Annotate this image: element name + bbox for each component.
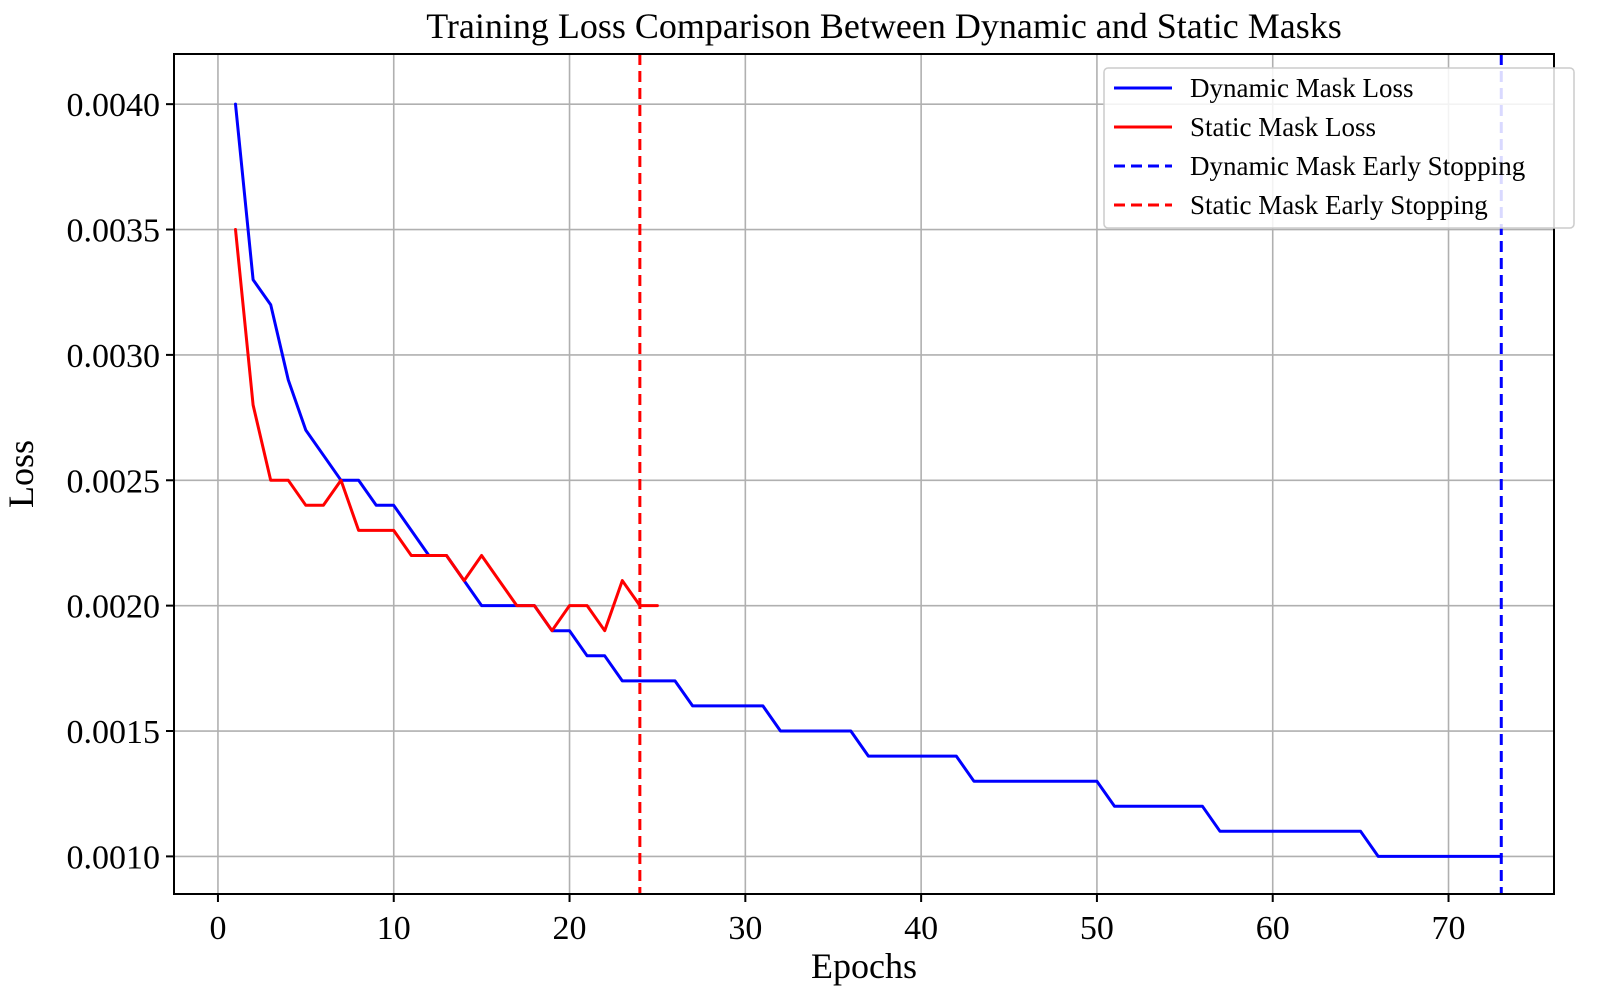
y-tick-label: 0.0020: [67, 589, 161, 626]
grid: [174, 54, 1554, 894]
x-tick-label: 0: [209, 910, 226, 947]
plot-frame: [173, 53, 1555, 895]
chart-title: Training Loss Comparison Between Dynamic…: [426, 6, 1342, 46]
x-tick-label: 40: [904, 910, 938, 947]
y-axis-label: Loss: [1, 440, 41, 508]
y-tick-label: 0.0035: [67, 213, 161, 250]
plot-series: [234, 54, 1503, 894]
x-tick-label: 10: [377, 910, 411, 947]
y-tick-label: 0.0015: [67, 714, 161, 751]
x-tick-label: 70: [1432, 910, 1466, 947]
x-tick-label: 50: [1080, 910, 1114, 947]
x-tick-label: 30: [728, 910, 762, 947]
y-tick-label: 0.0010: [67, 839, 161, 876]
legend-box: [1103, 67, 1575, 229]
y-tick-label: 0.0025: [67, 463, 161, 500]
x-axis-label: Epochs: [811, 946, 917, 986]
y-tick-label: 0.0030: [67, 338, 161, 375]
axis-ticks: 0 10 20 30 40 50 60 70 0.0010 0.0015 0.0020 0.0025 0…: [67, 87, 1466, 947]
legend-label: Static Mask Early Stopping: [1190, 190, 1488, 220]
legend: Dynamic Mask Loss Static Mask Loss Dynamic…: [1103, 67, 1575, 229]
x-tick-label: 20: [553, 910, 587, 947]
legend-label: Dynamic Mask Early Stopping: [1190, 151, 1525, 181]
legend-label: Dynamic Mask Loss: [1190, 73, 1413, 103]
series-line-static: [234, 228, 659, 633]
legend-label: Static Mask Loss: [1190, 112, 1376, 142]
y-tick-label: 0.0040: [67, 87, 161, 124]
x-tick-label: 60: [1256, 910, 1290, 947]
